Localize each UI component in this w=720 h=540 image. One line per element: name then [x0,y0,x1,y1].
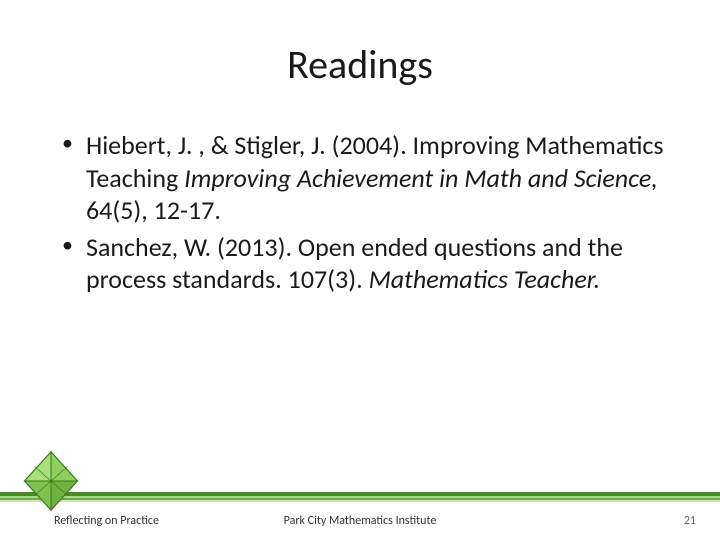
slide-title: Readings [50,40,670,89]
citation-italic: Improving Achievement in Math and Scienc… [184,162,658,194]
citation-tail: 64(5), 12-17. [86,194,221,226]
list-item: Hiebert, J. , & Stigler, J. (2004). Impr… [62,129,670,227]
slide: Readings Hiebert, J. , & Stigler, J. (20… [0,0,720,540]
bullet-list: Hiebert, J. , & Stigler, J. (2004). Impr… [50,129,670,296]
list-item: Sanchez, W. (2013). Open ended questions… [62,231,670,296]
citation-italic: Mathematics Teacher. [369,263,601,295]
octahedron-logo-icon [18,448,84,514]
footer-stripe [0,492,720,502]
footer-center-text: Park City Mathematics Institute [0,514,720,528]
page-number: 21 [684,514,696,528]
slide-footer: Reflecting on Practice Park City Mathema… [0,460,720,540]
